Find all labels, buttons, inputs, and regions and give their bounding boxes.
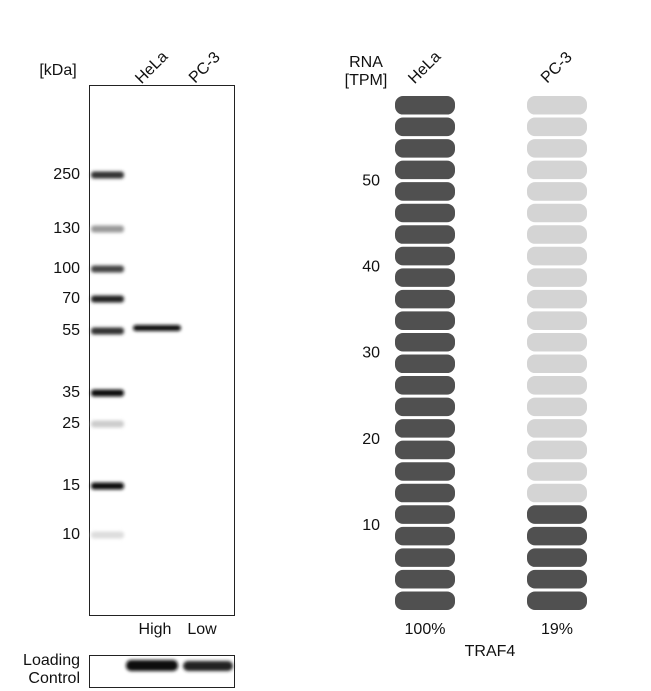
- y-tick-label: 10: [362, 517, 380, 534]
- tile: [527, 462, 587, 481]
- tile: [395, 569, 455, 589]
- tile: [527, 483, 587, 503]
- level-label: Low: [187, 621, 217, 638]
- tile: [527, 289, 587, 309]
- tile: [527, 505, 587, 524]
- marker-label: 55: [62, 322, 80, 339]
- marker-label: 70: [62, 290, 80, 307]
- ladder-band: [91, 265, 124, 273]
- protein-band: [133, 325, 181, 331]
- ladder-band: [91, 482, 124, 490]
- tile: [395, 397, 455, 417]
- tile: [395, 591, 455, 610]
- ladder-band: [91, 531, 124, 539]
- tile: [527, 332, 587, 352]
- tile: [527, 225, 587, 244]
- tile: [527, 139, 587, 158]
- value-label: 19%: [541, 621, 573, 638]
- marker-label: 250: [53, 166, 80, 183]
- marker-label: 15: [62, 477, 80, 494]
- tile: [527, 569, 587, 589]
- loading-band: [126, 660, 178, 671]
- tile: [395, 225, 455, 244]
- marker-label: 35: [62, 384, 80, 401]
- tile: [395, 96, 455, 115]
- tile: [395, 289, 455, 309]
- marker-label: 130: [53, 220, 80, 237]
- tile: [527, 117, 587, 137]
- tile: [395, 526, 455, 546]
- tile: [527, 354, 587, 374]
- tile: [527, 182, 587, 201]
- loading-label: Control: [28, 670, 80, 687]
- tile: [395, 440, 455, 460]
- ladder-band: [91, 225, 124, 233]
- axis-label: RNA: [349, 54, 383, 71]
- ladder-band: [91, 171, 124, 179]
- tile: [527, 246, 587, 266]
- y-tick-label: 50: [362, 172, 380, 189]
- gene-label: TRAF4: [465, 643, 516, 660]
- tile: [395, 483, 455, 503]
- loading-label: Loading: [23, 652, 80, 669]
- loading-band: [183, 661, 233, 671]
- lane-label: HeLa: [132, 48, 171, 87]
- marker-label: 10: [62, 526, 80, 543]
- tile: [395, 203, 455, 223]
- tile: [527, 311, 587, 330]
- value-label: 100%: [405, 621, 446, 638]
- tile: [527, 440, 587, 460]
- tile: [527, 419, 587, 438]
- tile: [395, 419, 455, 438]
- ladder-band: [91, 295, 124, 303]
- y-tick-label: 20: [362, 431, 380, 448]
- tile: [395, 376, 455, 395]
- lane-label: PC-3: [186, 49, 224, 87]
- tile: [527, 591, 587, 610]
- tile: [395, 354, 455, 374]
- tile: [395, 548, 455, 567]
- tile: [395, 246, 455, 266]
- ladder-band: [91, 420, 124, 428]
- ladder-band: [91, 389, 124, 397]
- tile: [527, 397, 587, 417]
- tile: [527, 526, 587, 546]
- tile: [527, 268, 587, 287]
- tile: [527, 548, 587, 567]
- tile: [395, 311, 455, 330]
- tile: [527, 376, 587, 395]
- tile: [395, 160, 455, 180]
- tile: [395, 462, 455, 481]
- tile: [395, 332, 455, 352]
- level-label: High: [139, 621, 172, 638]
- tile: [395, 268, 455, 287]
- x-label: PC-3: [538, 49, 576, 87]
- tile: [395, 182, 455, 201]
- tile: [527, 203, 587, 223]
- y-tick-label: 40: [362, 259, 380, 276]
- y-tick-label: 30: [362, 345, 380, 362]
- ladder-band: [91, 327, 124, 335]
- marker-label: 100: [53, 260, 80, 277]
- x-label: HeLa: [405, 48, 444, 87]
- tile: [527, 96, 587, 115]
- tile: [395, 117, 455, 137]
- tile: [395, 505, 455, 524]
- marker-label: 25: [62, 415, 80, 432]
- axis-label: [TPM]: [345, 72, 388, 89]
- unit-label: [kDa]: [39, 62, 76, 79]
- tile: [395, 139, 455, 158]
- tile: [527, 160, 587, 180]
